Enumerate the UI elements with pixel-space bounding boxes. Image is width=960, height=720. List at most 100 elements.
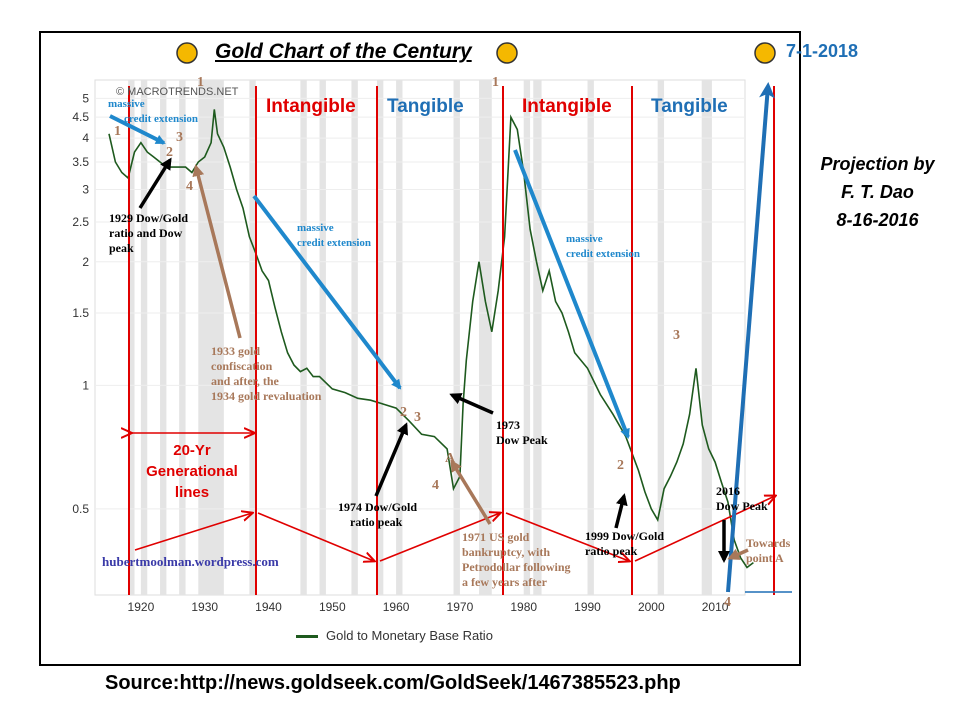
x-axis-ticks: 1920 1930 1940 1950 1960 1970 1980 1990 2000 2010 [128, 600, 729, 614]
point-label-3c: 3 [673, 328, 680, 343]
annotation-massive-2: massive credit extension [297, 221, 371, 251]
generational-line-2: Generational [146, 463, 238, 480]
annotation-line: 1973 [496, 418, 520, 432]
arrow-1973 [449, 393, 494, 415]
sun-icon [754, 42, 776, 64]
sun-icons [176, 42, 776, 64]
point-label-2b: 2 [400, 405, 407, 420]
annotation-massive-3: massive credit extension [566, 232, 640, 262]
y-tick-label: 3.5 [72, 155, 89, 169]
tan-arrows [192, 164, 749, 560]
recession-band [351, 80, 358, 595]
generational-line-3: lines [174, 484, 210, 501]
arrow-towards [727, 548, 749, 560]
annotation-line: Dow Peak [716, 499, 768, 513]
series-line-gold-monetary-base [108, 109, 754, 569]
zigzag-3 [379, 513, 500, 562]
y-tick-label: 3 [82, 182, 89, 196]
watermark: © MACROTRENDS.NET [116, 86, 239, 98]
source-link[interactable]: Source:http://news.goldseek.com/GoldSeek… [105, 672, 681, 694]
x-tick-label: 2010 [702, 600, 729, 614]
date-label: 7-1-2018 [786, 41, 859, 61]
x-tick-label: 1980 [510, 600, 537, 614]
credit-arrow-2 [252, 194, 402, 390]
projection-credit: Projection by F. T. Dao 8-16-2016 [800, 150, 955, 234]
annotation-dow-1973: 1973 Dow Peak [496, 418, 548, 448]
annotation-line: 1929 Dow/Gold [109, 211, 189, 225]
website-label[interactable]: hubertmoolman.wordpress.com [102, 554, 279, 569]
annotation-line: Petrodollar following [462, 560, 571, 574]
gridlines [95, 97, 745, 510]
plot-area [94, 79, 746, 596]
chart-legend: Gold to Monetary Base Ratio [296, 628, 493, 643]
point-label-3a: 3 [176, 130, 183, 145]
point-label-1a: 1 [114, 124, 121, 139]
projection-line-2: F. T. Dao [841, 182, 914, 202]
y-tick-label: 4 [82, 131, 89, 145]
projection-line-3: 8-16-2016 [836, 210, 919, 230]
annotation-line: 1933 gold [211, 344, 261, 358]
recession-band [179, 80, 186, 595]
credit-arrow-1 [109, 114, 166, 145]
y-tick-label: 2 [82, 255, 89, 269]
y-axis-ticks: 0.5 1 1.5 2 2.5 3 3.5 4 4.5 5 [72, 91, 89, 516]
x-tick-label: 1920 [128, 600, 155, 614]
zigzag-arrows [131, 433, 775, 561]
recession-band [376, 80, 384, 595]
recession-band [160, 80, 167, 595]
annotation-gold-1933: 1933 gold confiscation and after, the 19… [211, 344, 321, 404]
era-label-intangible-1: Intangible [266, 96, 356, 117]
annotation-line: 2016 [716, 484, 740, 498]
x-tick-label: 1930 [191, 600, 218, 614]
x-tick-label: 1970 [447, 600, 474, 614]
legend-swatch [296, 635, 318, 639]
annotation-line: point A [746, 551, 784, 565]
zigzag-5 [634, 496, 775, 562]
annotation-line: credit extension [297, 237, 372, 249]
annotation-line: peak [109, 241, 134, 255]
annotation-line: massive [566, 233, 603, 245]
point-label-1b: 1 [197, 75, 204, 90]
y-tick-label: 2.5 [72, 215, 89, 229]
recession-band [128, 80, 135, 595]
annotation-line: massive [108, 98, 145, 110]
y-tick-label: 4.5 [72, 110, 89, 124]
annotation-dow-1999: 1999 Dow/Gold ratio peak [585, 529, 664, 559]
zigzag-4 [505, 512, 629, 561]
annotation-line: 1974 Dow/Gold [338, 500, 418, 514]
point-label-4b: 4 [432, 478, 439, 493]
x-tick-label: 1940 [255, 600, 282, 614]
annotation-line: credit extension [566, 248, 641, 260]
annotation-line: 1999 Dow/Gold [585, 529, 665, 543]
annotation-dow-2016: 2016 Dow Peak [716, 484, 768, 514]
page-title: Gold Chart of the Century [215, 40, 472, 63]
arrow-1974 [374, 422, 409, 497]
credit-arrows [109, 114, 630, 439]
point-label-4a: 4 [186, 179, 193, 194]
recession-band [479, 80, 492, 595]
annotation-line: confiscation [211, 359, 273, 373]
era-label-intangible-2: Intangible [522, 96, 612, 117]
arrow-1929 [138, 157, 172, 209]
era-label-tangible-2: Tangible [651, 96, 728, 117]
annotation-dow-1974: 1974 Dow/Gold ratio peak [338, 500, 417, 530]
annotation-line: a few years after [462, 575, 547, 589]
x-tick-label: 1990 [574, 600, 601, 614]
annotation-line: massive [297, 222, 334, 234]
annotation-line: ratio and Dow [109, 226, 183, 240]
recession-band [453, 80, 460, 595]
zigzag-2 [257, 512, 374, 561]
recession-band [300, 80, 307, 595]
annotation-line: 1934 gold revaluation [211, 389, 322, 403]
annotation-line: Towards [746, 536, 791, 550]
x-tick-label: 1960 [383, 600, 410, 614]
x-tick-label: 1950 [319, 600, 346, 614]
y-tick-label: 0.5 [72, 502, 89, 516]
point-label-3b: 3 [414, 410, 421, 425]
recession-band [533, 80, 542, 595]
annotation-us-1971: 1971 US gold bankruptcy, with Petrodolla… [462, 530, 571, 590]
recession-band [396, 80, 403, 595]
annotation-line: and after, the [211, 374, 279, 388]
point-label-ab: A [445, 451, 456, 466]
projection-line-1: Projection by [820, 154, 935, 174]
